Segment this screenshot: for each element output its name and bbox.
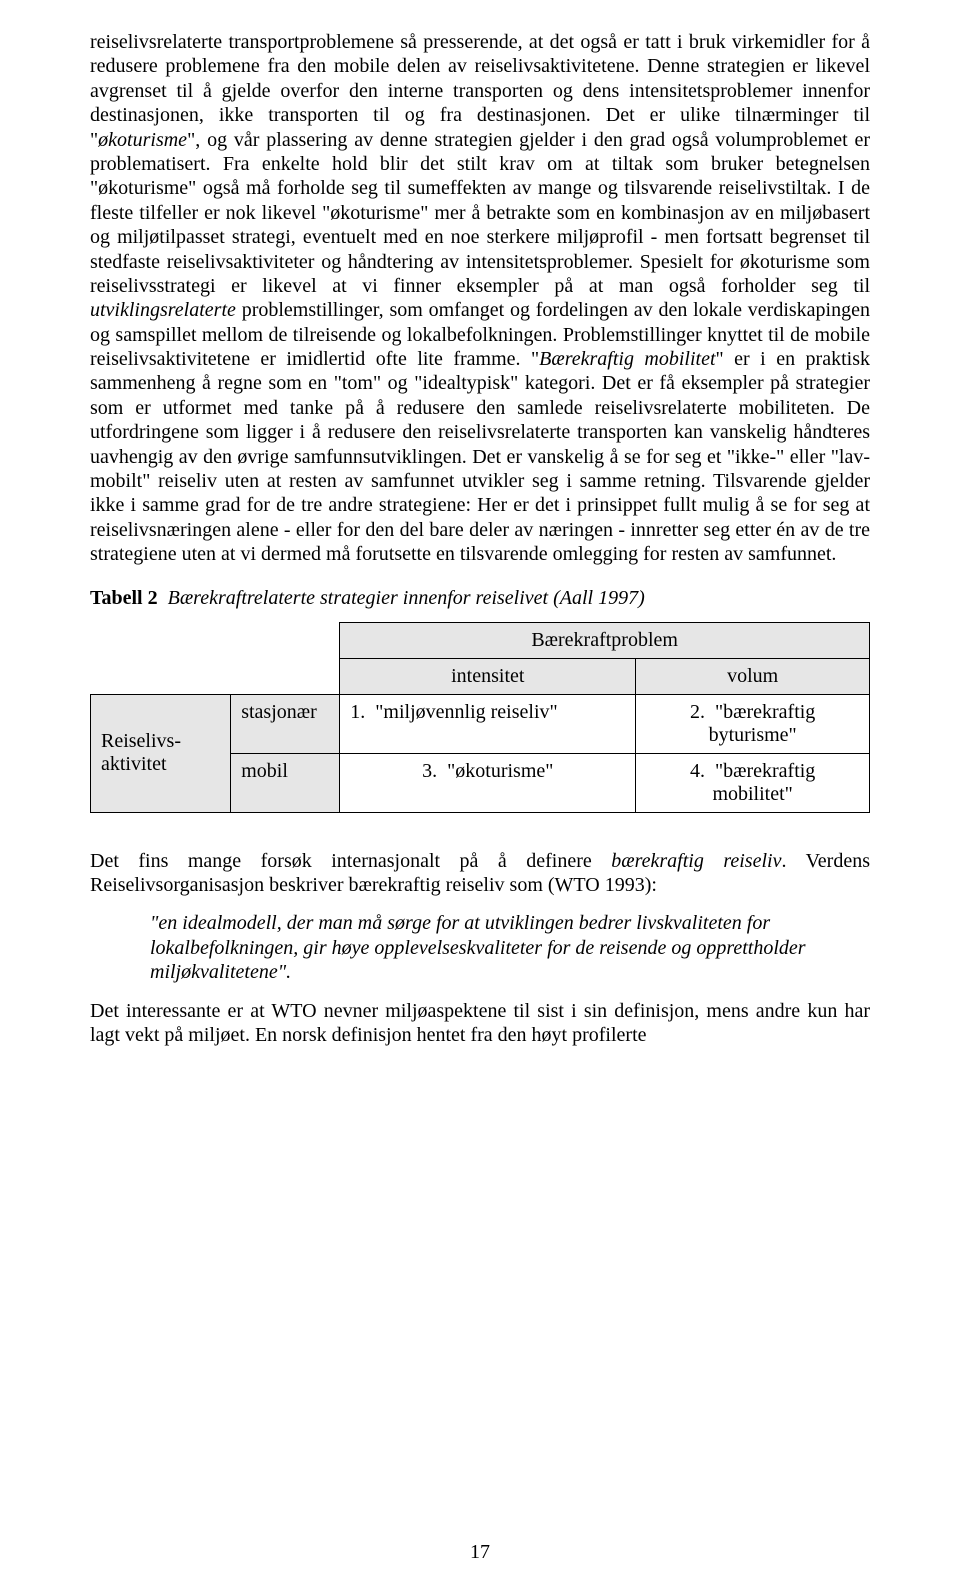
col-header-1: intensitet [340, 658, 636, 694]
paragraph-2: Det fins mange forsøk internasjonalt på … [90, 849, 870, 898]
blank-cell [91, 658, 231, 694]
block-quote: "en idealmodell, der man må sørge for at… [150, 911, 870, 984]
table-label: Tabell 2 [90, 587, 158, 609]
table-row: Bærekraftproblem [91, 622, 870, 658]
table-row: Reiselivs-aktivitet stasjonær 1. "miljøv… [91, 694, 870, 753]
cell-1-1: 1. "miljøvennlig reiseliv" [340, 694, 636, 753]
table-row: intensitet volum [91, 658, 870, 694]
strategy-table: Bærekraftproblem intensitet volum Reisel… [90, 622, 870, 813]
paragraph-3: Det interessante er at WTO nevner miljøa… [90, 999, 870, 1048]
paragraph-1: reiselivsrelaterte transportproblemene s… [90, 30, 870, 567]
table-caption-text: Bærekraftrelaterte strategier innenfor r… [168, 587, 645, 609]
page-number: 17 [0, 1541, 960, 1564]
col-header-2: volum [636, 658, 870, 694]
blank-cell [231, 658, 340, 694]
blank-cell [231, 622, 340, 658]
cell-2-2: 4. "bærekraftigmobilitet" [636, 753, 870, 812]
row-label-2: mobil [231, 753, 340, 812]
cell-2-1: 3. "økoturisme" [340, 753, 636, 812]
super-header: Bærekraftproblem [340, 622, 870, 658]
row-group-label: Reiselivs-aktivitet [91, 694, 231, 812]
cell-1-2: 2. "bærekraftigbyturisme" [636, 694, 870, 753]
page: reiselivsrelaterte transportproblemene s… [0, 0, 960, 1584]
table-caption: Tabell 2 Bærekraftrelaterte strategier i… [90, 587, 870, 610]
row-label-1: stasjonær [231, 694, 340, 753]
blank-cell [91, 622, 231, 658]
